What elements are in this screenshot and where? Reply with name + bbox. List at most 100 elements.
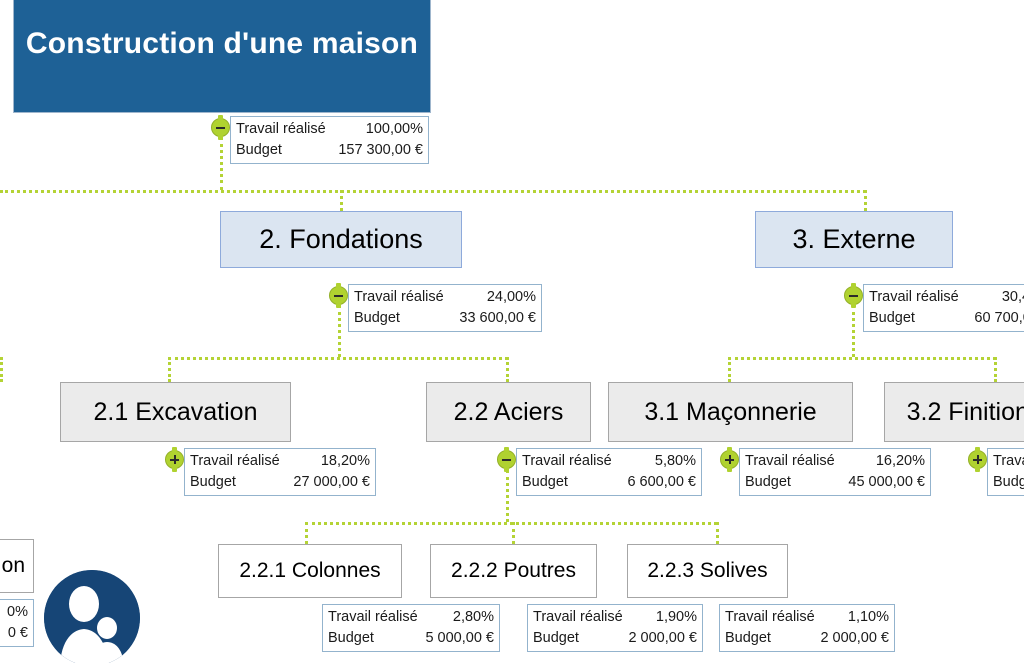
callout-row-budget: Budget xyxy=(993,472,1024,493)
callout-work-value: 2,80% xyxy=(452,609,494,625)
connector-fondations-stem xyxy=(338,305,341,357)
callout-maconnerie: Travail réalisé 16,20% Budget 45 000,00 … xyxy=(739,448,931,497)
node-aciers[interactable]: 2.2 Aciers xyxy=(426,382,591,442)
callout-budget-label: Budget xyxy=(328,629,374,646)
callout-budget-label: Budget xyxy=(869,309,915,326)
callout-budget-value: 2 000,00 € xyxy=(820,629,889,646)
node-maconnerie-label: 3.1 Maçonnerie xyxy=(644,397,817,426)
node-solives[interactable]: 2.2.3 Solives xyxy=(627,544,788,598)
node-finitions-label: 3.2 Finitions xyxy=(906,397,1024,426)
node-root-label: Construction d'une maison xyxy=(25,27,419,61)
callout-finitions: Travail réalisé Budget xyxy=(987,448,1024,497)
callout-root: Travail réalisé 100,00% Budget 157 300,0… xyxy=(230,116,429,165)
callout-budget-label: Budget xyxy=(354,309,400,326)
toggle-collapse-fondations[interactable] xyxy=(329,283,348,308)
node-poutres-label: 2.2.2 Poutres xyxy=(451,558,576,582)
callout-work-value: 5,80% xyxy=(654,453,696,469)
callout-work-label: Travail réalisé xyxy=(190,453,280,469)
callout-work-value: 30,40% xyxy=(1001,289,1024,305)
node-externe-label: 3. Externe xyxy=(792,223,916,254)
callout-row-work: Travail réalisé xyxy=(993,451,1024,472)
node-maconnerie[interactable]: 3.1 Maçonnerie xyxy=(608,382,853,442)
connector-drop-clipped-left xyxy=(0,357,3,382)
node-externe[interactable]: 3. Externe xyxy=(755,211,953,268)
toggle-collapse-externe[interactable] xyxy=(844,283,863,308)
callout-row-budget: 0 € xyxy=(0,623,28,644)
callout-budget-value: 60 700,00 € xyxy=(974,309,1024,326)
node-aciers-label: 2.2 Aciers xyxy=(453,397,564,426)
minus-icon xyxy=(334,294,343,297)
callout-row-work: 0% xyxy=(0,602,28,623)
node-fondations[interactable]: 2. Fondations xyxy=(220,211,462,268)
connector-drop-maconnerie xyxy=(728,357,731,382)
minus-icon xyxy=(502,458,511,461)
callout-row-work: Travail réalisé 1,90% xyxy=(533,607,697,628)
connector-root-stem xyxy=(220,137,223,190)
connector-bus-aciers xyxy=(305,522,717,525)
callout-budget-value: 27 000,00 € xyxy=(293,473,370,490)
node-excavation[interactable]: 2.1 Excavation xyxy=(60,382,291,442)
callout-work-label: Travail réalisé xyxy=(745,453,835,469)
callout-fondations: Travail réalisé 24,00% Budget 33 600,00 … xyxy=(348,284,542,333)
connector-drop-externe xyxy=(864,190,867,211)
callout-colonnes: Travail réalisé 2,80% Budget 5 000,00 € xyxy=(322,604,500,653)
node-clipped-left[interactable]: on xyxy=(0,539,34,593)
connector-bus-externe xyxy=(728,357,996,360)
node-solives-label: 2.2.3 Solives xyxy=(647,558,768,582)
node-poutres[interactable]: 2.2.2 Poutres xyxy=(430,544,597,598)
toggle-expand-maconnerie[interactable] xyxy=(720,447,739,472)
callout-row-budget: Budget 45 000,00 € xyxy=(745,472,925,493)
toggle-expand-excavation[interactable] xyxy=(165,447,184,472)
callout-budget-value: 33 600,00 € xyxy=(459,309,536,326)
callout-work-label: Travail réalisé xyxy=(533,609,623,625)
callout-work-value: 1,10% xyxy=(847,609,889,625)
callout-budget-label: Budget xyxy=(725,629,771,646)
avatar xyxy=(44,570,140,663)
callout-row-budget: Budget 2 000,00 € xyxy=(533,628,697,649)
plus-icon xyxy=(976,455,979,464)
node-colonnes-label: 2.2.1 Colonnes xyxy=(239,558,381,582)
node-finitions[interactable]: 3.2 Finitions xyxy=(884,382,1024,442)
callout-row-budget: Budget 2 000,00 € xyxy=(725,628,889,649)
toggle-collapse-aciers[interactable] xyxy=(497,447,516,472)
callout-row-work: Travail réalisé 16,20% xyxy=(745,451,925,472)
callout-work-value: 0% xyxy=(7,604,28,620)
callout-solives: Travail réalisé 1,10% Budget 2 000,00 € xyxy=(719,604,895,653)
callout-externe: Travail réalisé 30,40% Budget 60 700,00 … xyxy=(863,284,1024,333)
connector-externe-stem xyxy=(852,305,855,357)
callout-work-label: Travail réalisé xyxy=(869,289,959,305)
callout-row-work: Travail réalisé 1,10% xyxy=(725,607,889,628)
toggle-expand-finitions[interactable] xyxy=(968,447,987,472)
callout-budget-value: 45 000,00 € xyxy=(848,473,925,490)
callout-budget-label: Budget xyxy=(236,141,282,158)
callout-work-label: Travail réalisé xyxy=(328,609,418,625)
callout-budget-label: Budget xyxy=(745,473,791,490)
minus-icon xyxy=(849,294,858,297)
node-root-construction[interactable]: Construction d'une maison xyxy=(13,0,431,113)
callout-budget-label: Budget xyxy=(993,473,1024,490)
connector-drop-aciers xyxy=(506,357,509,382)
callout-row-work: Travail réalisé 2,80% xyxy=(328,607,494,628)
callout-row-work: Travail réalisé 5,80% xyxy=(522,451,696,472)
callout-work-value: 24,00% xyxy=(486,289,536,305)
callout-work-value: 18,20% xyxy=(320,453,370,469)
callout-work-label: Travail réalisé xyxy=(993,453,1024,469)
connector-drop-colonnes xyxy=(305,522,308,544)
callout-row-budget: Budget 60 700,00 € xyxy=(869,308,1024,329)
callout-budget-value: 2 000,00 € xyxy=(628,629,697,646)
callout-row-budget: Budget 157 300,00 € xyxy=(236,140,423,161)
callout-budget-value: 157 300,00 € xyxy=(338,141,423,158)
callout-poutres: Travail réalisé 1,90% Budget 2 000,00 € xyxy=(527,604,703,653)
person-silhouette-icon xyxy=(44,570,140,663)
callout-excavation: Travail réalisé 18,20% Budget 27 000,00 … xyxy=(184,448,376,497)
connector-drop-fondations xyxy=(340,190,343,211)
callout-budget-label: Budget xyxy=(190,473,236,490)
toggle-collapse-root[interactable] xyxy=(211,115,230,140)
node-colonnes[interactable]: 2.2.1 Colonnes xyxy=(218,544,402,598)
callout-row-budget: Budget 27 000,00 € xyxy=(190,472,370,493)
callout-aciers: Travail réalisé 5,80% Budget 6 600,00 € xyxy=(516,448,702,497)
callout-row-work: Travail réalisé 24,00% xyxy=(354,287,536,308)
callout-work-label: Travail réalisé xyxy=(354,289,444,305)
connector-drop-finitions xyxy=(994,357,997,382)
